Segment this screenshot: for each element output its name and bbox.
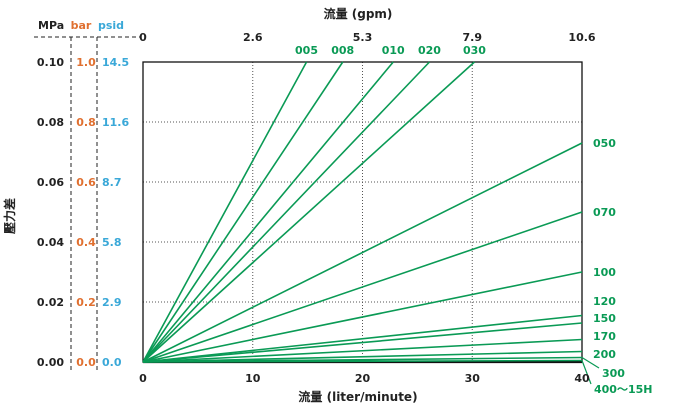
series-label-005: 005 [295, 44, 318, 57]
unit-bar: bar [71, 19, 92, 32]
x-bottom-axis-title: 流量 (liter/minute) [298, 389, 417, 404]
series-label-150: 150 [593, 312, 616, 325]
x-tick-label-top: 2.6 [243, 31, 263, 44]
y-tick-label-mpa: 0.02 [37, 296, 64, 309]
tick-labels: 0.00 0.0 0.0 0.02 0.2 2.9 0.04 0.4 5.8 0.06 0.6 8.7… [37, 31, 596, 385]
series-line-200 [142, 350, 583, 363]
series-leader-400～15H [581, 360, 592, 385]
series-label-300: 300 [602, 367, 625, 380]
y-tick-label-mpa: 0.04 [37, 236, 64, 249]
series-label-120: 120 [593, 295, 616, 308]
series-label-200: 200 [593, 348, 616, 361]
axes [34, 36, 583, 372]
series-line-100 [142, 271, 583, 363]
series-label-030: 030 [463, 44, 486, 57]
unit-mpa: MPa [38, 19, 64, 32]
unit-psid: psid [98, 19, 124, 32]
y-tick-label-bar: 0.6 [76, 176, 96, 189]
y-tick-label-psid: 11.6 [102, 116, 129, 129]
x-tick-label-bottom: 40 [574, 372, 590, 385]
series-line-030 [142, 61, 475, 363]
x-tick-label-top: 0 [139, 31, 147, 44]
y-tick-label-psid: 2.9 [102, 296, 122, 309]
series-line-070 [142, 211, 583, 363]
series-line-120 [142, 314, 583, 363]
series-label-050: 050 [593, 137, 616, 150]
x-tick-label-bottom: 30 [465, 372, 481, 385]
series-label-020: 020 [418, 44, 441, 57]
y-tick-label-bar: 0.4 [76, 236, 96, 249]
series-label-170: 170 [593, 330, 616, 343]
y-tick-label-bar: 0.0 [76, 356, 96, 369]
series-label-070: 070 [593, 206, 616, 219]
y-tick-label-psid: 14.5 [102, 56, 129, 69]
series-line-050 [142, 142, 583, 363]
series-labels: 005 008 010 020 030 050 070 100 120 150 170 200 300 4… [295, 44, 652, 396]
x-tick-label-bottom: 0 [139, 372, 147, 385]
x-tick-label-top: 5.3 [353, 31, 373, 44]
series-label-010: 010 [382, 44, 405, 57]
y-tick-label-mpa: 0.08 [37, 116, 64, 129]
x-top-axis-title: 流量 (gpm) [324, 6, 393, 21]
series-line-170 [142, 338, 583, 363]
y-axis-title: 壓力差 [2, 198, 17, 234]
grid [143, 62, 582, 362]
y-tick-label-psid: 8.7 [102, 176, 122, 189]
y-tick-label-mpa: 0.10 [37, 56, 64, 69]
x-tick-label-top: 10.6 [568, 31, 595, 44]
x-tick-label-bottom: 20 [355, 372, 371, 385]
y-tick-label-bar: 1.0 [76, 56, 96, 69]
series-label-400～15H: 400～15H [594, 383, 652, 396]
series-line-005 [142, 61, 308, 363]
series-lines [142, 61, 600, 385]
series-line-150 [142, 322, 583, 363]
y-tick-label-mpa: 0.06 [37, 176, 64, 189]
series-line-400～15H [142, 359, 583, 363]
series-leader-300 [581, 356, 600, 369]
series-label-100: 100 [593, 266, 616, 279]
series-line-008 [142, 61, 344, 363]
x-tick-label-bottom: 10 [245, 372, 261, 385]
y-tick-label-psid: 5.8 [102, 236, 122, 249]
x-tick-label-top: 7.9 [463, 31, 483, 44]
y-tick-label-bar: 0.2 [76, 296, 96, 309]
series-line-020 [142, 61, 431, 363]
y-tick-label-bar: 0.8 [76, 116, 96, 129]
y-tick-label-psid: 0.0 [102, 356, 122, 369]
series-label-008: 008 [331, 44, 354, 57]
series-line-010 [142, 61, 394, 363]
y-tick-label-mpa: 0.00 [37, 356, 64, 369]
